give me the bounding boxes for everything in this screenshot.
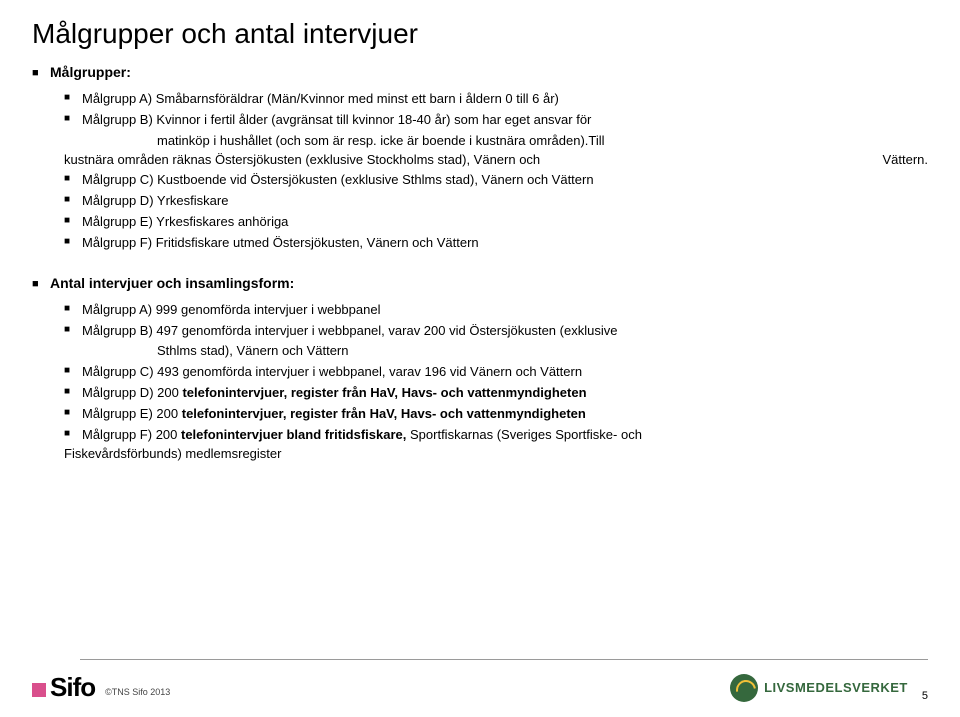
list-item: Målgrupp C) Kustboende vid Östersjökuste… — [82, 171, 928, 190]
sifo-square-icon — [32, 683, 46, 697]
list-item: Målgrupp A) Småbarnsföräldrar (Män/Kvinn… — [82, 90, 928, 109]
list-item: Målgrupp C) 493 genomförda intervjuer i … — [82, 363, 928, 382]
list-item: Målgrupp A) 999 genomförda intervjuer i … — [82, 301, 928, 320]
livsmedelsverket-logo: LIVSMEDELSVERKET — [730, 674, 908, 702]
footer-left: Sifo ©TNS Sifo 2013 — [32, 672, 170, 703]
item-bold: telefonintervjuer bland fritidsfiskare, — [181, 427, 406, 442]
section-1-label: Målgrupper: — [32, 64, 928, 80]
lv-mark-icon — [730, 674, 758, 702]
list-item: Målgrupp B) Kvinnor i fertil ålder (avgr… — [82, 111, 928, 130]
list-item: Målgrupp D) 200 telefonintervjuer, regis… — [82, 384, 928, 403]
group-2-list: Målgrupp A) 999 genomförda intervjuer i … — [32, 301, 928, 445]
wrap-right: Vättern. — [882, 151, 928, 170]
item-bold: telefonintervjuer, register från HaV, Ha… — [182, 385, 586, 400]
sifo-text: Sifo — [50, 672, 95, 703]
list-item: Målgrupp F) Fritidsfiskare utmed Östersj… — [82, 234, 928, 253]
footer-divider — [80, 659, 928, 660]
group-1-list-cont: Målgrupp C) Kustboende vid Östersjökuste… — [32, 171, 928, 252]
list-item: Målgrupp E) Yrkesfiskares anhöriga — [82, 213, 928, 232]
group-1-list: Målgrupp A) Småbarnsföräldrar (Män/Kvinn… — [32, 90, 928, 151]
wrap-left: kustnära områden räknas Östersjökusten (… — [64, 152, 540, 167]
item-prefix: Målgrupp D) 200 — [82, 385, 182, 400]
list-wrap-line: kustnära områden räknas Östersjökusten (… — [32, 151, 928, 170]
list-item: Målgrupp E) 200 telefonintervjuer, regis… — [82, 405, 928, 424]
list-wrap-line-2: Fiskevårdsförbunds) medlemsregister — [32, 445, 928, 464]
lv-text: LIVSMEDELSVERKET — [764, 680, 908, 695]
item-prefix: Målgrupp F) 200 — [82, 427, 181, 442]
copyright-text: ©TNS Sifo 2013 — [105, 687, 170, 697]
page-number: 5 — [922, 690, 928, 702]
list-item-continuation: Sthlms stad), Vänern och Vättern — [82, 342, 928, 361]
list-item: Målgrupp B) 497 genomförda intervjuer i … — [82, 322, 928, 341]
page-title: Målgrupper och antal intervjuer — [32, 18, 928, 50]
list-item: Målgrupp F) 200 telefonintervjuer bland … — [82, 426, 928, 445]
list-item: Målgrupp D) Yrkesfiskare — [82, 192, 928, 211]
item-mid: Sportfiskarnas (Sveriges Sportfiske- och — [406, 427, 642, 442]
section-2-label: Antal intervjuer och insamlingsform: — [32, 275, 928, 291]
list-item-continuation: matinköp i hushållet (och som är resp. i… — [82, 132, 928, 151]
item-prefix: Målgrupp E) 200 — [82, 406, 182, 421]
sifo-logo: Sifo — [32, 672, 95, 703]
item-bold: telefonintervjuer, register från HaV, Ha… — [182, 406, 586, 421]
footer: Sifo ©TNS Sifo 2013 LIVSMEDELSVERKET 5 — [32, 659, 928, 703]
